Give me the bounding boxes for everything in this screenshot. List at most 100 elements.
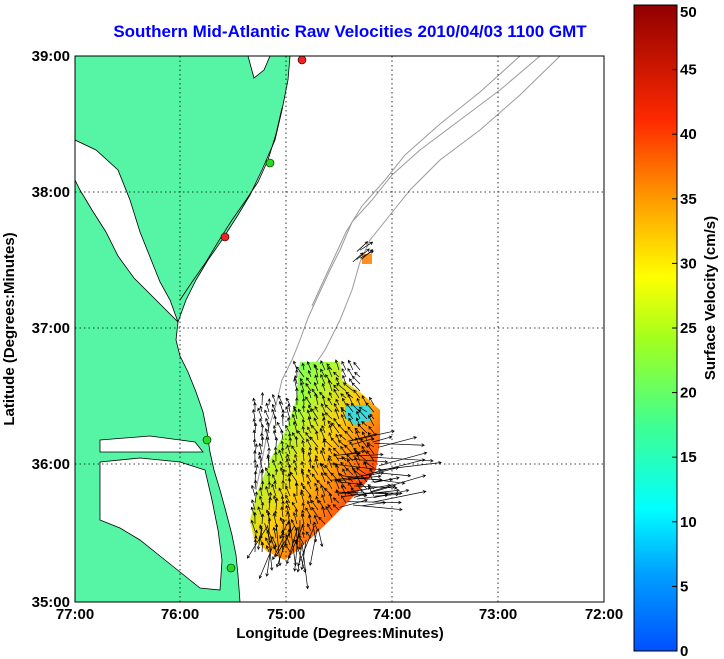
velocity-arrow bbox=[342, 382, 354, 392]
velocity-arrow bbox=[295, 387, 299, 399]
velocity-arrow bbox=[340, 413, 347, 427]
velocity-arrow bbox=[314, 458, 319, 469]
velocity-arrow bbox=[314, 446, 319, 455]
station-marker-red bbox=[220, 232, 230, 242]
velocity-arrow bbox=[327, 504, 333, 511]
velocity-arrow bbox=[301, 531, 306, 539]
velocity-arrow bbox=[287, 417, 291, 427]
velocity-arrow bbox=[332, 497, 340, 504]
velocity-arrow bbox=[276, 525, 282, 567]
velocity-arrow bbox=[268, 496, 272, 511]
velocity-arrow bbox=[288, 523, 305, 560]
velocity-arrow bbox=[314, 454, 319, 462]
velocity-arrow bbox=[324, 464, 333, 476]
velocity-arrow bbox=[267, 481, 272, 490]
velocity-arrow bbox=[286, 444, 291, 455]
velocity-arrow bbox=[285, 504, 291, 518]
velocity-arrow bbox=[353, 485, 398, 490]
velocity-arrow bbox=[278, 400, 284, 413]
colorbar-ticks: 0 5 10 15 20 25 30 35 40 45 50 bbox=[672, 4, 697, 659]
velocity-arrow bbox=[260, 423, 265, 434]
velocity-arrow bbox=[267, 531, 274, 571]
velocity-arrow bbox=[271, 393, 277, 406]
velocity-arrow bbox=[347, 359, 354, 371]
velocity-arrow bbox=[285, 485, 291, 497]
velocity-arrow bbox=[354, 371, 361, 378]
velocity-arrow bbox=[267, 472, 271, 483]
station-marker-green bbox=[265, 158, 275, 168]
velocity-arrow bbox=[353, 361, 361, 371]
station-marker-green bbox=[202, 435, 212, 445]
velocity-arrow bbox=[265, 545, 272, 577]
velocity-arrow bbox=[324, 412, 333, 420]
velocity-arrow bbox=[265, 436, 270, 448]
velocity-arrow bbox=[277, 394, 284, 406]
velocity-arrow bbox=[315, 430, 319, 441]
velocity-arrow bbox=[258, 451, 263, 462]
velocity-arrow bbox=[327, 420, 333, 427]
velocity-arrow bbox=[257, 506, 263, 518]
velocity-arrow bbox=[250, 484, 256, 497]
velocity-arrow bbox=[322, 438, 333, 448]
velocity-arrow bbox=[351, 375, 361, 385]
x-tick-label: 74:00 bbox=[373, 606, 411, 623]
velocity-arrow bbox=[374, 442, 425, 447]
velocity-arrow bbox=[259, 405, 263, 413]
colorbar bbox=[633, 4, 678, 652]
velocity-arrow bbox=[287, 403, 291, 413]
velocity-arrow bbox=[342, 468, 347, 476]
velocity-arrow bbox=[301, 439, 305, 448]
velocity-arrow bbox=[286, 453, 291, 462]
velocity-arrow bbox=[372, 490, 427, 503]
velocity-arrow bbox=[307, 426, 312, 434]
velocity-arrow bbox=[286, 397, 291, 406]
colorbar-tick-label: 10 bbox=[680, 514, 697, 531]
velocity-arrow bbox=[293, 526, 300, 572]
velocity-arrow bbox=[378, 436, 418, 448]
velocity-arrow bbox=[257, 407, 263, 420]
map-title: Southern Mid-Atlantic Raw Velocities 201… bbox=[113, 22, 587, 41]
velocity-arrow bbox=[253, 470, 258, 483]
velocity-arrow bbox=[342, 492, 368, 498]
velocity-arrow bbox=[314, 392, 319, 406]
velocity-arrow bbox=[308, 446, 312, 455]
velocity-arrow bbox=[307, 468, 312, 476]
velocity-arrow bbox=[324, 404, 333, 413]
velocity-arrow bbox=[281, 518, 286, 532]
velocity-arrow bbox=[287, 464, 292, 476]
velocity-arrow bbox=[266, 455, 270, 469]
velocity-arrow bbox=[307, 514, 312, 525]
velocity-arrow bbox=[292, 421, 298, 434]
velocity-arrow bbox=[357, 409, 368, 420]
velocity-arrow bbox=[267, 447, 271, 455]
velocity-arrow bbox=[319, 462, 326, 476]
velocity-arrow bbox=[311, 499, 319, 511]
y-tick-label: 39:00 bbox=[32, 48, 70, 65]
velocity-arrow bbox=[321, 494, 326, 504]
x-tick-label: 75:00 bbox=[267, 606, 305, 623]
velocity-arrow bbox=[335, 433, 340, 441]
velocity-arrow bbox=[293, 408, 298, 420]
velocity-arrow bbox=[361, 421, 368, 427]
colorbar-label: Surface Velocity (cm/s) bbox=[702, 216, 719, 380]
velocity-arrow bbox=[278, 487, 284, 497]
velocity-arrow bbox=[362, 431, 368, 441]
velocity-arrow bbox=[251, 499, 256, 511]
velocity-arrow bbox=[264, 409, 270, 420]
velocity-arrow bbox=[366, 450, 375, 462]
velocity-arrow bbox=[280, 506, 284, 518]
velocity-arrow bbox=[342, 397, 347, 406]
velocity-arrow bbox=[301, 425, 305, 434]
velocity-arrow bbox=[253, 449, 257, 462]
velocity-arrow bbox=[351, 437, 375, 446]
velocity-arrow bbox=[375, 491, 403, 496]
velocity-arrow bbox=[266, 453, 271, 462]
velocity-arrow bbox=[281, 468, 286, 483]
velocity-arrow bbox=[368, 425, 375, 434]
velocity-arrow bbox=[306, 523, 312, 532]
velocity-arrow bbox=[272, 424, 277, 434]
velocity-arrow bbox=[274, 468, 279, 476]
y-axis-label: Latitude (Degrees:Minutes) bbox=[1, 232, 18, 425]
velocity-arrow bbox=[325, 505, 333, 518]
velocity-arrow bbox=[326, 363, 333, 371]
